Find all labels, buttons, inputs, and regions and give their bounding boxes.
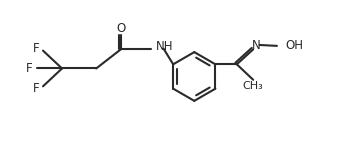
Text: N: N (252, 39, 261, 52)
Text: CH₃: CH₃ (243, 81, 264, 91)
Text: NH: NH (155, 40, 173, 53)
Text: F: F (33, 42, 40, 55)
Text: O: O (117, 22, 126, 35)
Text: OH: OH (285, 39, 303, 52)
Text: F: F (26, 62, 33, 75)
Text: F: F (33, 82, 40, 95)
